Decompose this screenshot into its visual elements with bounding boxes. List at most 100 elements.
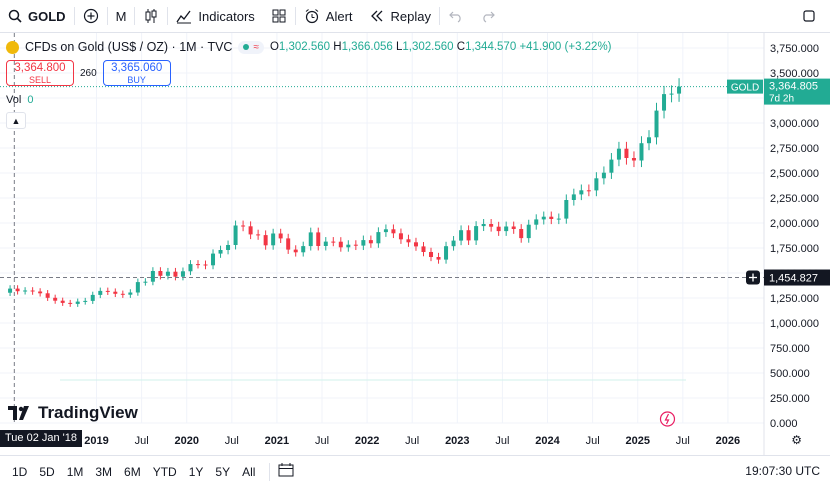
price-tick-label: 0.000 — [770, 418, 798, 430]
candle-body — [677, 86, 682, 94]
fullscreen-button[interactable] — [794, 0, 830, 32]
sell-label: SELL — [28, 75, 52, 85]
buy-button[interactable]: 3,365.060 BUY — [102, 60, 171, 86]
symbol-tag-label: GOLD — [731, 83, 759, 94]
candle-body — [271, 233, 276, 246]
candle-body — [241, 225, 246, 227]
range-button-6m[interactable]: 6M — [124, 464, 141, 479]
candle-body — [195, 264, 200, 266]
collapse-legend-button[interactable]: ▲ — [6, 112, 26, 129]
range-button-ytd[interactable]: YTD — [152, 464, 177, 479]
candle-body — [571, 194, 576, 200]
candle-body — [609, 159, 614, 173]
interval-button[interactable]: M — [108, 0, 135, 32]
candle-body — [496, 226, 501, 232]
redo-icon — [480, 9, 496, 23]
replay-button[interactable]: Replay — [361, 0, 439, 32]
chart-type-button[interactable] — [135, 0, 167, 32]
candle-body — [218, 250, 223, 254]
market-open-dot — [243, 44, 250, 50]
redo-button[interactable] — [472, 0, 504, 32]
range-button-1d[interactable]: 1D — [12, 464, 28, 479]
open-value: 1,302.560 — [278, 41, 331, 53]
undo-button[interactable] — [440, 0, 472, 32]
time-tick-label: 2022 — [355, 435, 379, 447]
candle-body — [519, 229, 524, 239]
lightning-bolt — [664, 413, 670, 425]
range-button-3m[interactable]: 3M — [95, 464, 113, 479]
candles-icon — [143, 8, 159, 24]
calendar-range-icon[interactable] — [278, 463, 294, 480]
ohlc-values: O1,302.560 H1,366.056 L1,302.560 C1,344.… — [269, 41, 612, 53]
buy-label: BUY — [127, 75, 146, 85]
candle-body — [150, 271, 155, 282]
candle-body — [459, 230, 464, 241]
candle-body — [413, 242, 418, 247]
candle-body — [436, 257, 441, 260]
candle-body — [586, 190, 591, 192]
indicators-button[interactable]: Indicators — [168, 0, 262, 32]
chart-area[interactable]: 0.000 250.000 500.000 750.000 1,000.000 1,250… — [0, 33, 830, 455]
range-button-all[interactable]: All — [242, 464, 256, 479]
candle-body — [68, 302, 73, 304]
chart-legend: CFDs on Gold (US$ / OZ) · 1M · TVC ≈ O1,… — [6, 40, 612, 54]
compare-button[interactable] — [75, 0, 107, 32]
chevron-up-icon: ▲ — [11, 115, 21, 126]
symbol-search[interactable]: GOLD — [0, 0, 74, 32]
market-status-pill[interactable]: ≈ — [238, 40, 264, 54]
tradingview-logo[interactable]: TradingView — [8, 403, 138, 423]
legend-title[interactable]: CFDs on Gold (US$ / OZ) · 1M · TVC — [25, 40, 233, 54]
candle-body — [549, 216, 554, 219]
rewind-icon — [369, 8, 385, 24]
candle-body — [158, 271, 163, 276]
candle-body — [556, 218, 561, 220]
date-ranges: 1D 5D 1M 3M 6M YTD 1Y 5Y All — [0, 465, 261, 479]
range-button-1y[interactable]: 1Y — [188, 464, 204, 479]
candle-body — [391, 229, 396, 234]
indicators-icon — [176, 8, 192, 24]
price-tick-label: 3,500.000 — [770, 68, 819, 80]
candle-body — [256, 234, 261, 236]
trade-buttons: 3,364.800 SELL 260 3,365.060 BUY — [6, 60, 171, 86]
candle-body — [105, 290, 110, 292]
candle-body — [616, 148, 621, 160]
candle-body — [165, 271, 170, 276]
time-tick-label: Jul — [315, 435, 329, 447]
sell-button[interactable]: 3,364.800 SELL — [6, 60, 74, 86]
symbol-name: GOLD — [28, 8, 66, 24]
time-tick-label: Jul — [405, 435, 419, 447]
range-button-1m[interactable]: 1M — [66, 464, 84, 479]
crosshair-date-label: Tue 02 Jan '18 — [0, 430, 82, 447]
last-price-box — [764, 78, 830, 105]
candle-body — [45, 293, 50, 298]
candle-body — [143, 281, 148, 283]
time-tick-label: 2019 — [84, 435, 108, 447]
candle-body — [579, 190, 584, 195]
range-button-5d[interactable]: 5D — [39, 464, 55, 479]
candle-body — [376, 232, 381, 244]
candle-body — [286, 238, 291, 250]
price-axis-ticks: 0.000 250.000 500.000 750.000 1,000.000 1,250… — [770, 43, 819, 430]
change-value: +41.900 (+3.22%) — [519, 41, 612, 53]
time-tick-label: Jul — [495, 435, 509, 447]
candle-body — [398, 233, 403, 240]
axis-settings-button[interactable]: ⚙ — [791, 433, 802, 447]
candles — [8, 78, 682, 307]
time-tick-label: 2023 — [445, 435, 469, 447]
candle-body — [466, 230, 471, 241]
utc-clock[interactable]: 19:07:30 UTC — [745, 464, 820, 478]
candle-body — [526, 224, 531, 239]
layouts-button[interactable] — [263, 0, 295, 32]
candle-body — [113, 291, 118, 294]
candle-body — [504, 226, 509, 232]
candle-body — [669, 93, 674, 95]
price-chart[interactable]: 0.000 250.000 500.000 750.000 1,000.000 1,250… — [0, 33, 830, 455]
time-tick-label: 2020 — [174, 435, 198, 447]
range-button-5y[interactable]: 5Y — [215, 464, 231, 479]
high-value: 1,366.056 — [341, 41, 393, 53]
alert-button[interactable]: Alert — [296, 0, 361, 32]
candle-body — [368, 240, 373, 244]
time-axis-ticks: 2019 Jul 2020 Jul 2021 Jul 2022 Jul 2023 Jul 2024 J… — [84, 435, 740, 447]
time-tick-label: 2025 — [625, 435, 649, 447]
candle-body — [316, 232, 321, 246]
